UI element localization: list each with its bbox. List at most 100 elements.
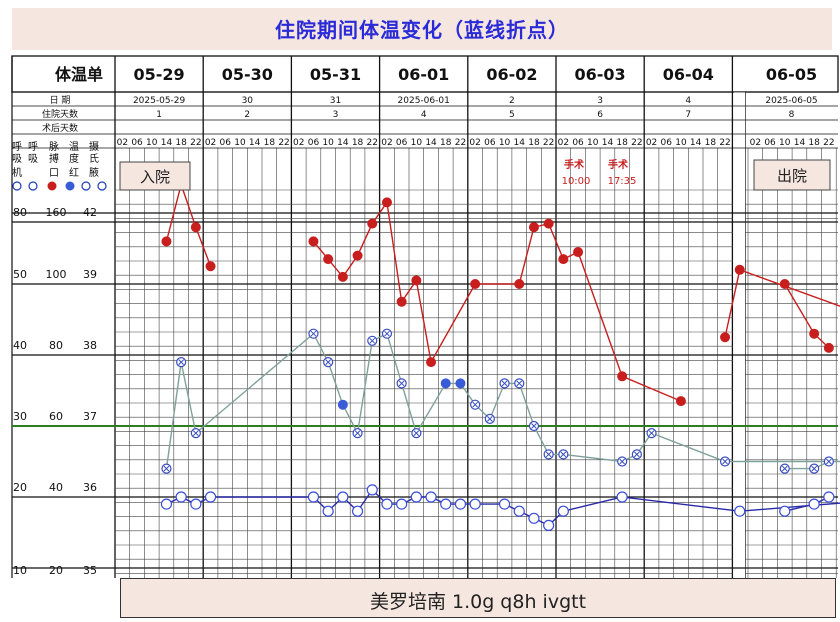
pulse-point	[396, 296, 407, 307]
gap-blank	[734, 92, 745, 578]
respiration-point	[616, 491, 628, 503]
temperature-point-cross	[516, 380, 523, 387]
left-header-char: 搏	[49, 152, 59, 165]
hour-label: 18	[808, 138, 820, 148]
temperature-point-cross	[560, 451, 567, 458]
pulse-point	[337, 271, 348, 282]
temp-tick: 39	[83, 268, 97, 281]
respiration-point	[734, 505, 746, 517]
header-date: 06-02	[486, 65, 537, 84]
surgery-label-2: 手术	[608, 158, 628, 171]
respiration-point	[440, 498, 452, 510]
row-date-value: 4	[685, 96, 691, 106]
row-date-value: 2025-05-29	[133, 96, 186, 106]
row-label-hosp: 住院天数	[42, 108, 78, 120]
hour-label: 10	[587, 138, 599, 148]
respiration-point	[160, 498, 173, 510]
medication-text: 美罗培南 1.0g q8h ivgtt	[369, 591, 587, 613]
header-date: 05-29	[134, 65, 185, 84]
respiration-point	[779, 505, 791, 517]
hour-label: 02	[205, 138, 216, 148]
series-layer	[160, 179, 840, 532]
temperature-point-cross	[531, 423, 537, 429]
temperature-line	[165, 332, 840, 469]
legend-temp-axillary	[97, 181, 107, 191]
hour-label: 10	[234, 138, 246, 148]
hour-label: 06	[220, 138, 232, 148]
temperature-point-cross	[163, 465, 170, 472]
left-header-char: 氏	[89, 153, 99, 165]
temperature-point-cross	[310, 330, 317, 337]
hour-label: 14	[602, 138, 614, 148]
respiration-point	[498, 498, 511, 510]
resp-tick: 10	[13, 564, 27, 577]
hour-label: 10	[499, 138, 511, 148]
pulse-point	[617, 371, 628, 382]
left-header-char: 脉	[49, 140, 59, 153]
respiration-point	[454, 498, 467, 510]
left-header-char: 度	[69, 152, 79, 165]
hour-label: 18	[705, 138, 717, 148]
pulse-point	[381, 197, 392, 208]
hour-label: 22	[631, 138, 642, 148]
hour-label: 02	[558, 138, 569, 148]
row-hosp-day: 8	[789, 110, 795, 120]
surgery-time-2: 17:35	[608, 176, 637, 187]
hour-label: 22	[367, 138, 378, 148]
left-header-char: 腋	[89, 166, 99, 179]
temperature-point-cross	[384, 330, 390, 337]
respiration-point	[557, 505, 569, 517]
hour-label: 22	[823, 138, 834, 148]
legend-temp-oral	[65, 181, 75, 191]
row-hosp-day: 4	[421, 110, 427, 120]
hour-label: 02	[381, 138, 392, 148]
header-label: 体温单	[55, 65, 103, 84]
hour-label: 14	[337, 138, 349, 148]
hour-label: 10	[322, 138, 334, 148]
temperature-point-cross	[722, 458, 728, 465]
temperature-point-cross	[369, 337, 376, 344]
pulse-point	[809, 328, 820, 339]
resp-tick: 50	[13, 268, 27, 281]
temperature-point-cross	[811, 465, 818, 472]
temperature-point-cross	[472, 401, 479, 408]
hour-label: 18	[528, 138, 540, 148]
surgery-time-1: 10:00	[562, 176, 591, 187]
header-date: 06-05	[766, 65, 817, 84]
row-hosp-day: 6	[597, 110, 603, 120]
hour-label: 02	[117, 138, 128, 148]
temperature-point-cross	[619, 458, 626, 465]
temperature-point-cross	[648, 430, 655, 436]
respiration-point	[469, 498, 481, 510]
header-date: 05-31	[310, 65, 361, 84]
respiration-point	[425, 491, 437, 503]
temperature-point	[337, 399, 348, 410]
resp-tick: 40	[13, 339, 27, 352]
hour-label: 18	[175, 138, 187, 148]
temp-tick: 38	[83, 339, 97, 352]
hour-label: 06	[484, 138, 496, 148]
row-hosp-day: 2	[244, 110, 250, 120]
respiration-point	[823, 491, 835, 503]
legend-temp-rectal	[81, 181, 91, 191]
hour-label: 02	[293, 138, 304, 148]
pulse-point	[734, 264, 745, 275]
hour-label: 06	[131, 138, 143, 148]
hour-label: 10	[675, 138, 687, 148]
respiration-point	[513, 505, 525, 517]
row-hosp-day: 7	[685, 110, 691, 120]
respiration-point	[381, 498, 393, 510]
respiration-point	[337, 491, 349, 503]
pulse-point	[190, 222, 201, 233]
hour-label: 06	[764, 138, 776, 148]
hour-label: 22	[719, 138, 730, 148]
hour-label: 18	[264, 138, 276, 148]
hour-label: 22	[278, 138, 289, 148]
pulse-point	[426, 357, 437, 368]
date-header-row: 体温单 05-29 05-30 05-31 06-01 06-02 06-03 06-04 0…	[11, 55, 839, 93]
pulse-point	[675, 396, 686, 407]
hour-label: 22	[455, 138, 466, 148]
hour-label: 14	[161, 138, 173, 148]
pulse-tick: 60	[49, 410, 63, 423]
